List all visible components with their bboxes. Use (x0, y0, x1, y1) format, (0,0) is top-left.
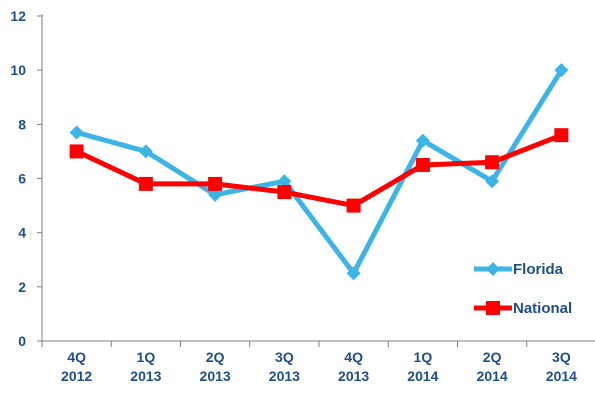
y-tick-label: 6 (18, 171, 26, 187)
legend-marker-florida (486, 262, 500, 276)
data-point-florida (554, 63, 569, 78)
data-point-florida (208, 187, 223, 202)
legend-marker-national (486, 301, 500, 315)
series-markers (69, 63, 569, 281)
data-point-national (138, 176, 153, 191)
data-point-national (69, 144, 84, 159)
data-point-florida (138, 144, 153, 159)
legend-label-florida: Florida (513, 261, 564, 278)
data-point-national (208, 176, 223, 191)
data-point-national (485, 155, 500, 170)
data-point-national (346, 198, 361, 213)
x-tick-label: 3Q 2013 (269, 349, 300, 384)
x-tick-label: 4Q 2012 (61, 349, 92, 384)
x-tick-label: 1Q 2014 (407, 349, 438, 384)
series-lines (75, 68, 564, 276)
legend: Florida National (474, 261, 572, 317)
data-point-florida (485, 174, 500, 189)
data-point-national (277, 185, 292, 200)
tick-labels: 0 2 4 6 8 10 12 4Q 2012 1Q 2013 2Q 2013 3Q 2013 4Q 2013 1… (10, 8, 577, 384)
x-tick-label: 2Q 2013 (200, 349, 231, 384)
data-point-florida (277, 174, 292, 189)
x-tick-label: 2Q 2014 (477, 349, 508, 384)
data-point-national (415, 157, 430, 172)
data-point-florida (69, 125, 84, 140)
y-tick-label: 12 (10, 8, 26, 24)
x-tick-label: 3Q 2014 (546, 349, 577, 384)
y-tick-label: 10 (10, 62, 26, 78)
y-tick-label: 0 (18, 333, 26, 349)
series-line-national (75, 132, 563, 209)
series-line-florida (75, 68, 564, 276)
data-point-national (554, 128, 569, 143)
x-tick-label: 4Q 2013 (338, 349, 369, 384)
data-point-florida (346, 266, 361, 281)
y-tick-label: 2 (18, 279, 26, 295)
data-point-florida (415, 133, 430, 148)
y-tick-label: 8 (18, 116, 26, 132)
x-tick-label: 1Q 2013 (130, 349, 161, 384)
legend-label-national: National (513, 300, 572, 317)
y-tick-label: 4 (18, 225, 26, 241)
axes (37, 14, 595, 347)
